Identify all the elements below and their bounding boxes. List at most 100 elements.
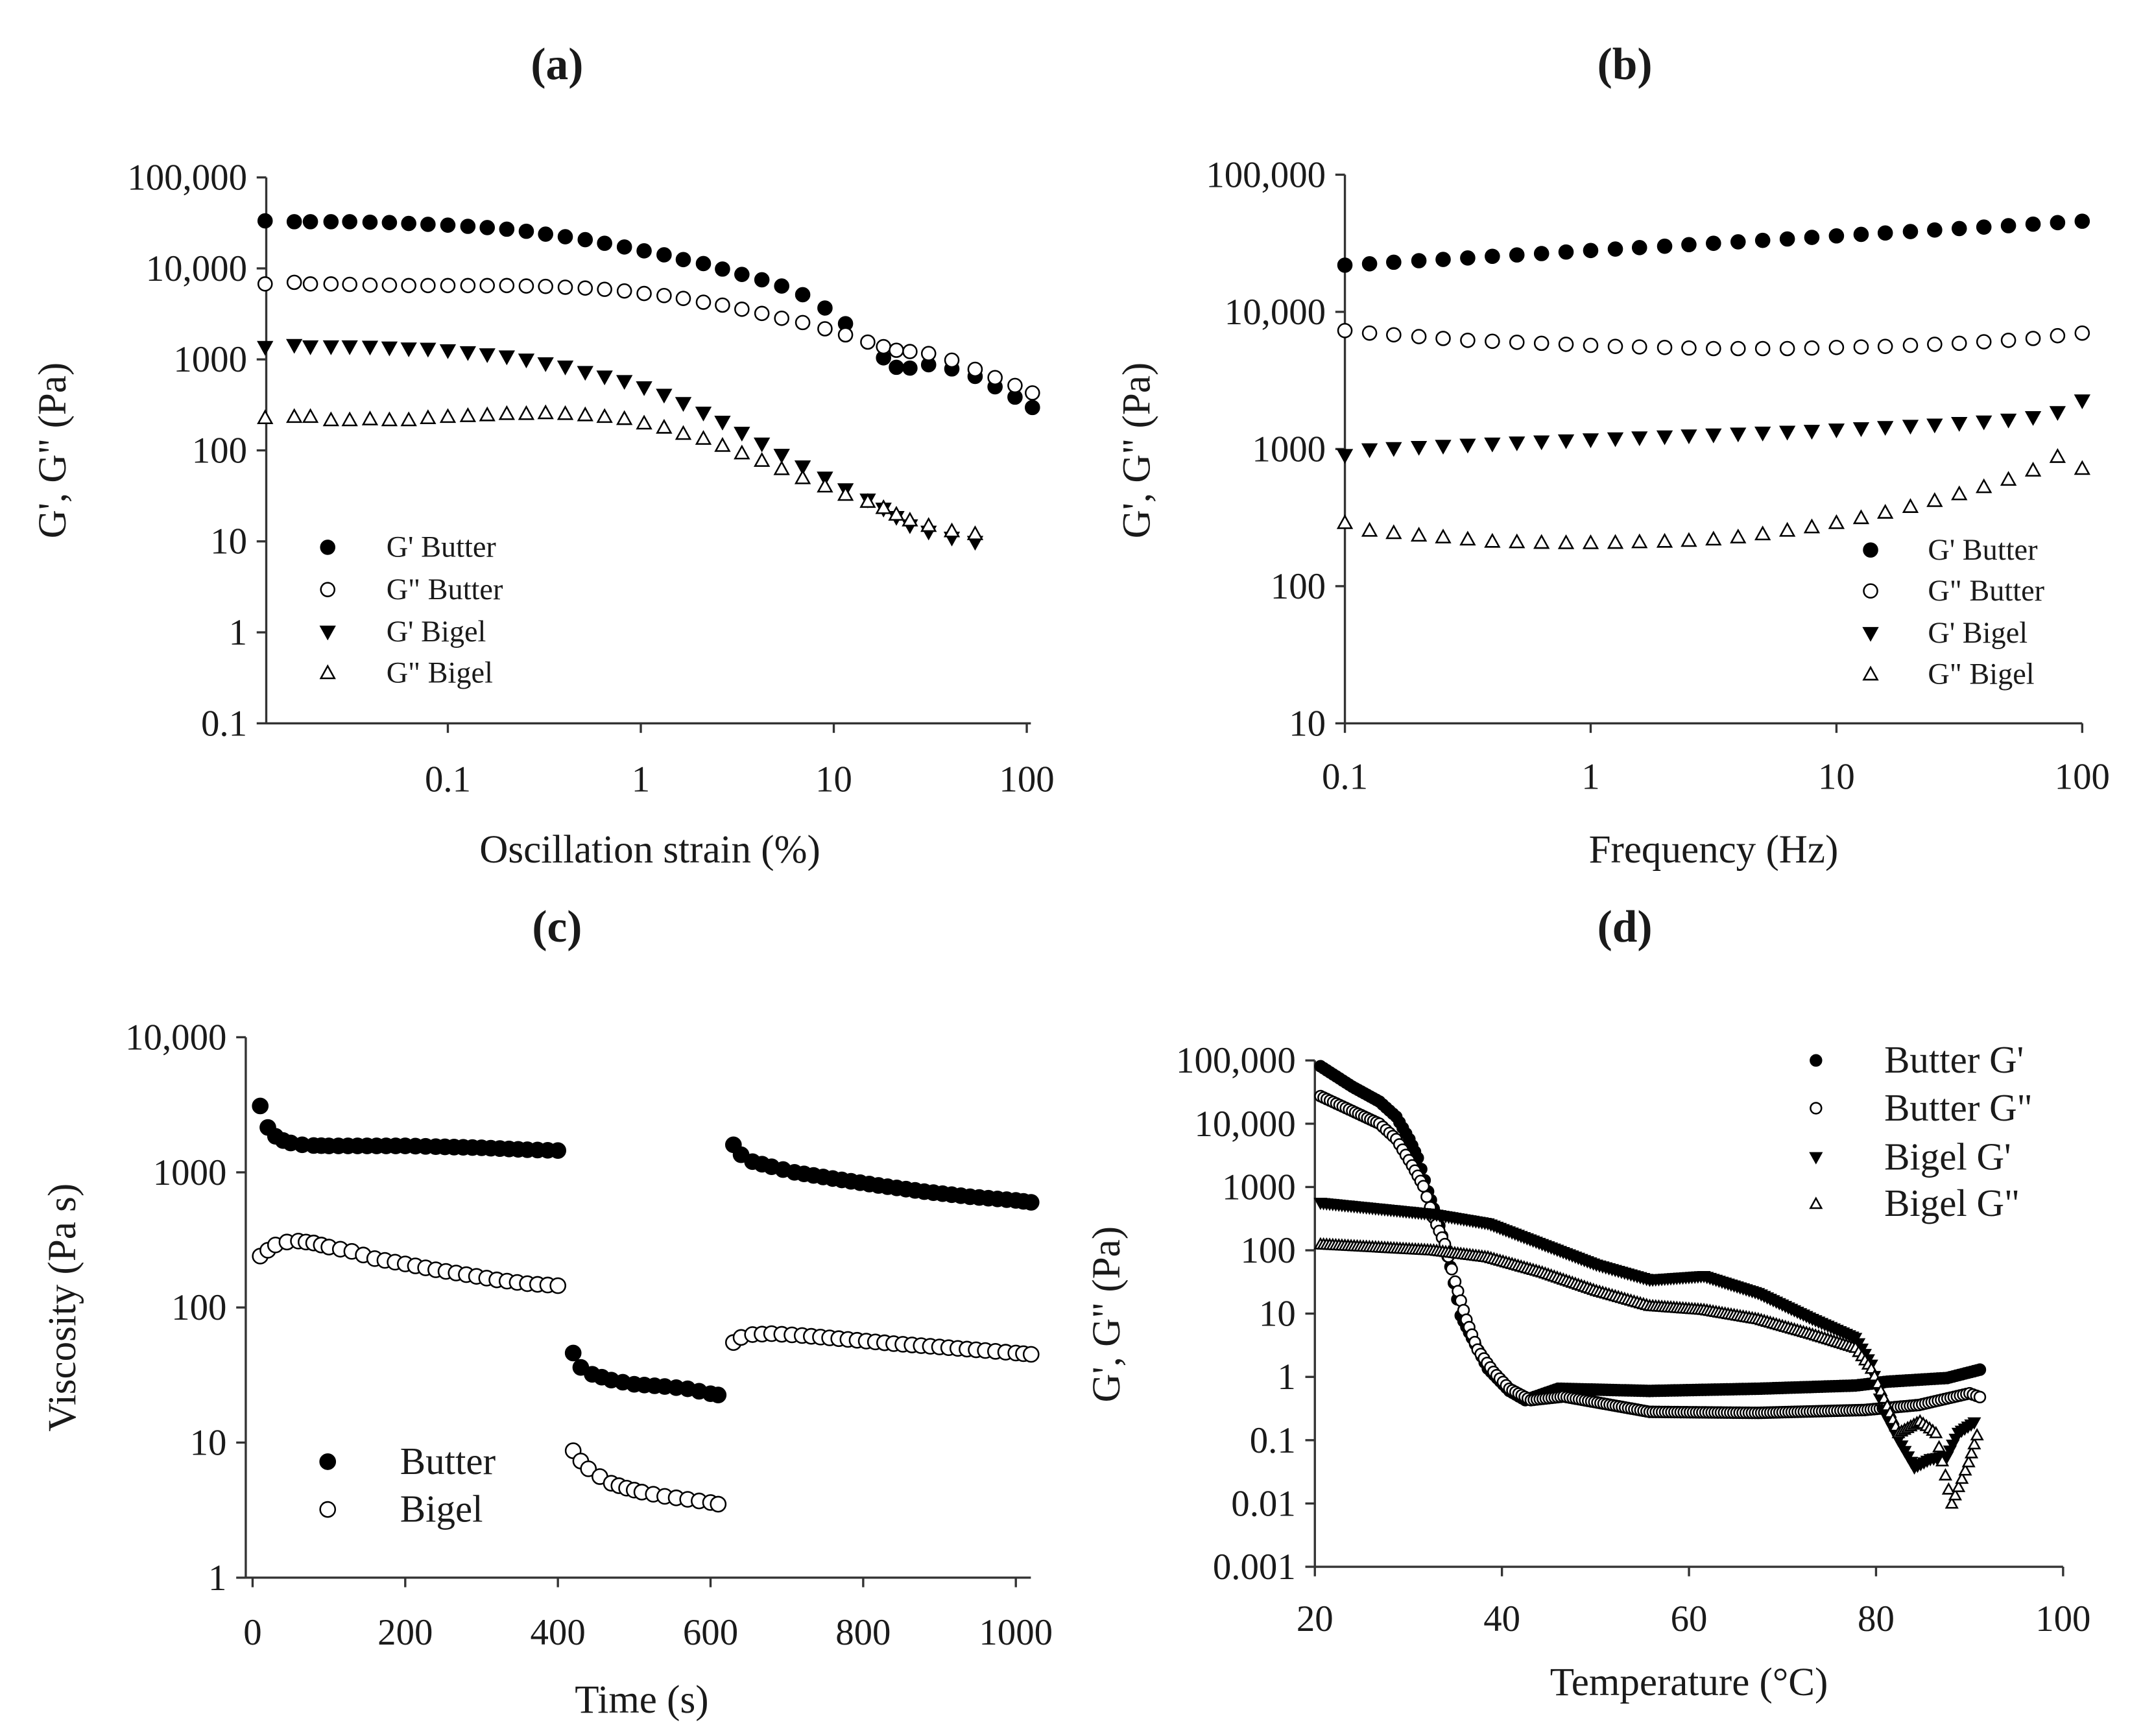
- data-point: [695, 430, 712, 445]
- data-point: [1976, 219, 1992, 235]
- data-point: [1509, 335, 1525, 350]
- data-point: [420, 409, 437, 424]
- data-point: [875, 499, 892, 514]
- data-point: [257, 276, 273, 292]
- data-point: [1828, 228, 1845, 244]
- data-point: [1730, 529, 1747, 543]
- data-point: [252, 1097, 269, 1115]
- data-point: [710, 1386, 727, 1403]
- x-axis-label: Frequency (Hz): [1589, 828, 1839, 872]
- data-point: [286, 274, 302, 291]
- legend-marker: [320, 582, 336, 597]
- x-tick-label: 1: [1581, 756, 1599, 797]
- x-tick-label: 20: [1297, 1599, 1334, 1639]
- data-point: [1853, 226, 1869, 243]
- data-point: [753, 437, 771, 453]
- data-point: [518, 278, 534, 294]
- x-tick-label: 800: [835, 1612, 891, 1653]
- data-point: [616, 375, 633, 390]
- data-point: [837, 486, 854, 501]
- data-point: [479, 278, 496, 294]
- data-point: [2024, 462, 2042, 477]
- x-tick-label: 0.1: [1322, 756, 1368, 797]
- data-point: [518, 353, 535, 368]
- panel-b: (b) 100,000 10,000 1000 100 10 0.1 1 10 100 Freque…: [1116, 40, 2110, 872]
- data-point: [1902, 224, 1919, 239]
- data-point: [616, 283, 632, 299]
- panel-label: (a): [531, 40, 583, 89]
- data-point: [577, 406, 593, 422]
- data-point: [2049, 406, 2066, 422]
- data-point: [860, 334, 876, 350]
- y-tick-label: 10,000: [1225, 292, 1326, 333]
- data-point: [1951, 417, 1968, 432]
- data-point: [1803, 425, 1821, 440]
- data-point: [1361, 256, 1378, 272]
- series-g-bigel: [257, 404, 984, 540]
- data-point: [2074, 213, 2090, 229]
- data-point: [1583, 337, 1599, 353]
- data-point: [920, 346, 937, 361]
- data-point: [1927, 337, 1943, 352]
- data-point: [459, 407, 477, 422]
- data-point: [1955, 1471, 1969, 1484]
- legend-label: G' Butter: [387, 531, 497, 564]
- data-point: [675, 291, 691, 306]
- data-point: [420, 217, 436, 232]
- y-tick-label: 10,000: [1194, 1104, 1295, 1145]
- x-tick-label: 1: [632, 759, 650, 800]
- data-point: [1976, 334, 1992, 350]
- data-point: [774, 278, 789, 294]
- data-point: [1336, 514, 1354, 529]
- data-point: [1420, 1190, 1433, 1204]
- legend-label: Butter G': [1884, 1038, 2024, 1081]
- x-tick-label: 100: [2055, 756, 2110, 797]
- data-point: [1902, 498, 1919, 513]
- data-point: [1902, 337, 1919, 353]
- data-point: [1435, 252, 1451, 267]
- data-point: [889, 342, 904, 358]
- data-point: [636, 381, 652, 396]
- data-point: [2000, 413, 2017, 429]
- data-point: [1681, 429, 1697, 445]
- data-point: [1582, 534, 1599, 549]
- data-point: [876, 339, 891, 355]
- data-point: [596, 408, 613, 423]
- x-tick-label: 10: [815, 759, 852, 800]
- legend-marker: [319, 625, 336, 641]
- panel-d: (d) 100,000 10,000 1000 100 10 1 0.1 0.01 0.00120…: [1085, 902, 2090, 1704]
- panel-label: (d): [1598, 902, 1653, 952]
- data-point: [1948, 1488, 1963, 1501]
- data-point: [1533, 435, 1550, 451]
- data-point: [1941, 1482, 1956, 1495]
- data-point: [2025, 216, 2041, 232]
- y-tick-label: 0.1: [201, 703, 247, 744]
- legend-entry: G' Butter: [320, 531, 497, 564]
- data-point: [1951, 220, 1967, 237]
- data-point: [1657, 340, 1673, 355]
- data-point: [1754, 426, 1771, 442]
- data-point: [1509, 247, 1525, 263]
- x-tick-label: 600: [683, 1612, 738, 1653]
- legend-marker: [1810, 1102, 1823, 1115]
- x-tick-label: 40: [1483, 1599, 1520, 1639]
- y-axis-label: Viscosity (Pa s): [41, 1183, 84, 1432]
- legend-marker: [1862, 665, 1879, 681]
- data-point: [361, 410, 379, 425]
- legend-entry: G" Butter: [320, 573, 503, 606]
- data-point: [1025, 385, 1040, 401]
- data-point: [1533, 335, 1550, 351]
- data-point: [734, 267, 750, 282]
- x-tick-label: 0: [243, 1612, 261, 1653]
- data-point: [557, 279, 573, 295]
- data-point: [616, 239, 632, 255]
- data-point: [400, 342, 417, 357]
- y-tick-label: 10: [1289, 703, 1326, 744]
- data-point: [616, 410, 633, 425]
- data-point: [1877, 225, 1893, 241]
- data-point: [753, 452, 771, 467]
- data-point: [715, 261, 730, 277]
- data-point: [1607, 534, 1624, 549]
- data-point: [577, 232, 593, 248]
- data-point: [440, 217, 456, 233]
